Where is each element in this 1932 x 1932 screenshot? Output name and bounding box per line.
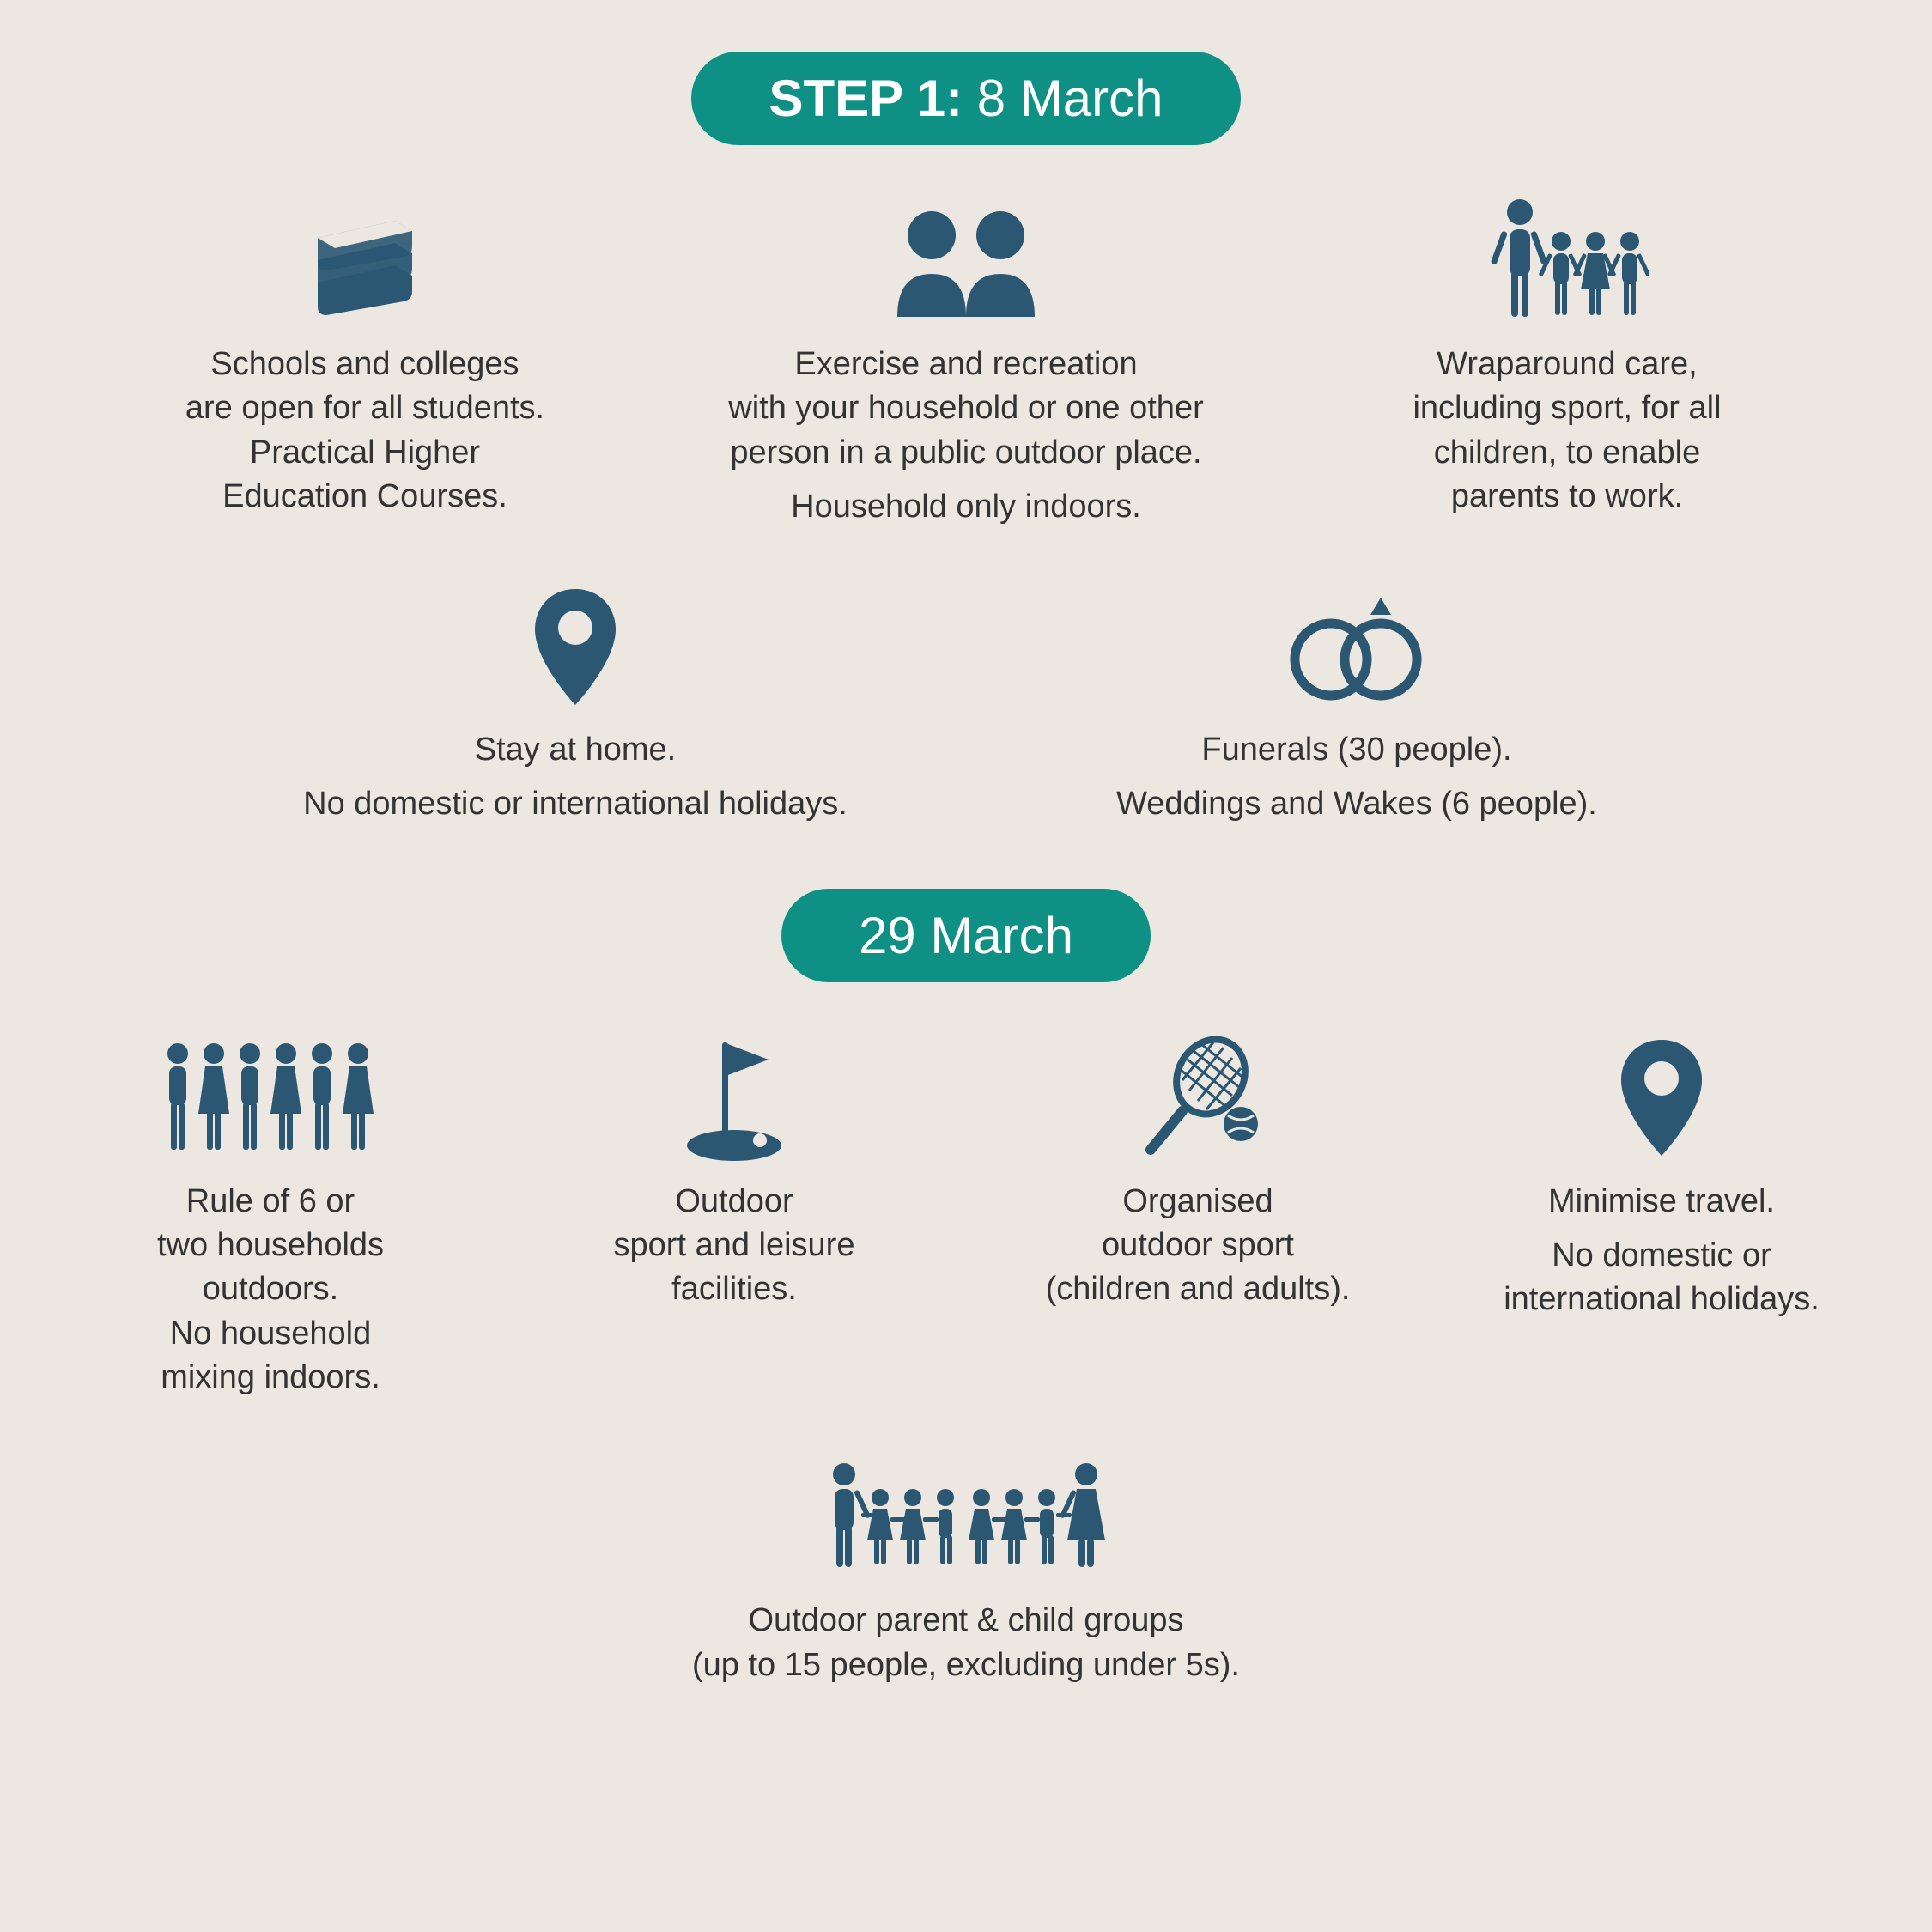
item-funerals-weddings-text: Funerals (30 people). Weddings and Wakes… [1116,728,1597,837]
six-people-icon [159,1034,382,1163]
pin-icon [1614,1034,1709,1163]
infographic-root: STEP 1: 8 March Schools and collegesare … [52,52,1880,1880]
item-ruleof6: Rule of 6 ortwo householdsoutdoors.No ho… [64,1034,477,1410]
item-parent-child-groups-text: Outdoor parent & child groups(up to 15 p… [692,1599,1240,1698]
tennis-icon [1129,1034,1267,1163]
section1-row2: Stay at home. No domestic or internation… [52,582,1880,837]
section2-row2: Outdoor parent & child groups(up to 15 p… [52,1453,1880,1698]
item-exercise: Exercise and recreationwith your househo… [691,197,1241,539]
item-ruleof6-text: Rule of 6 ortwo householdsoutdoors.No ho… [157,1180,384,1410]
rings-icon [1279,582,1434,711]
family-icon [1485,197,1649,325]
item-organised-sport-text: Organisedoutdoor sport(children and adul… [1046,1180,1351,1322]
item-schools-text: Schools and collegesare open for all stu… [185,343,544,529]
item-exercise-text: Exercise and recreationwith your househo… [728,343,1203,539]
pin-icon [528,582,623,711]
item-stayhome-text: Stay at home. No domestic or internation… [303,728,848,837]
section2-row1: Rule of 6 ortwo householdsoutdoors.No ho… [52,1034,1880,1410]
item-stayhome: Stay at home. No domestic or internation… [210,582,940,837]
item-minimise-travel: Minimise travel. No domestic orinternati… [1455,1034,1868,1410]
item-outdoor-sport-text: Outdoorsport and leisurefacilities. [614,1180,855,1322]
item-minimise-travel-text: Minimise travel. No domestic orinternati… [1504,1180,1820,1333]
item-schools: Schools and collegesare open for all stu… [90,197,640,539]
item-wraparound: Wraparound care,including sport, for all… [1292,197,1842,539]
item-funerals-weddings: Funerals (30 people). Weddings and Wakes… [992,582,1722,837]
two-people-icon [884,197,1048,325]
item-outdoor-sport: Outdoorsport and leisurefacilities. [528,1034,940,1410]
golf-icon [674,1034,794,1163]
item-parent-child-groups: Outdoor parent & child groups(up to 15 p… [580,1453,1352,1698]
header-29march-text: 29 March [859,907,1073,964]
header-step1: STEP 1: 8 March [691,52,1240,145]
books-icon [301,197,429,325]
item-organised-sport: Organisedoutdoor sport(children and adul… [992,1034,1404,1410]
item-wraparound-text: Wraparound care,including sport, for all… [1413,343,1721,529]
header-step1-bold: STEP 1: [769,70,963,127]
header-29march: 29 March [781,889,1151,982]
family-large-icon [820,1453,1112,1582]
header-step1-light: 8 March [977,70,1163,127]
section1-row1: Schools and collegesare open for all stu… [52,197,1880,539]
